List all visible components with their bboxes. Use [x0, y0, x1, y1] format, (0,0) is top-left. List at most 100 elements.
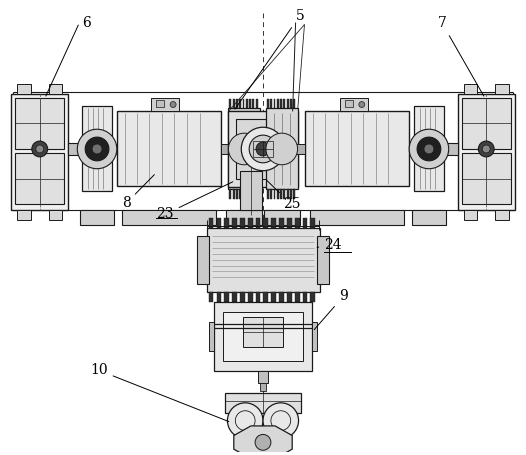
Bar: [277, 189, 279, 199]
Bar: [224, 292, 229, 302]
Bar: [412, 210, 446, 225]
Bar: [229, 189, 231, 199]
Bar: [279, 218, 284, 228]
Circle shape: [228, 133, 260, 165]
Bar: [310, 218, 315, 228]
Bar: [227, 210, 262, 225]
Circle shape: [32, 141, 48, 157]
Bar: [294, 99, 295, 108]
Bar: [270, 189, 272, 199]
Bar: [240, 292, 245, 302]
Circle shape: [263, 403, 299, 439]
Bar: [239, 99, 241, 108]
Bar: [228, 108, 260, 189]
Bar: [256, 99, 258, 108]
Polygon shape: [234, 426, 292, 455]
Circle shape: [36, 145, 44, 153]
Bar: [242, 189, 245, 199]
Bar: [11, 94, 68, 210]
Text: 9: 9: [314, 289, 348, 329]
Bar: [317, 236, 329, 284]
Bar: [290, 189, 292, 199]
Bar: [252, 99, 254, 108]
Bar: [287, 189, 289, 199]
Bar: [270, 99, 272, 108]
Circle shape: [409, 129, 449, 169]
Bar: [249, 189, 251, 199]
Bar: [264, 292, 268, 302]
Circle shape: [478, 141, 494, 157]
Bar: [264, 218, 268, 228]
Bar: [287, 99, 289, 108]
Bar: [310, 292, 315, 302]
Bar: [239, 189, 241, 199]
Bar: [264, 210, 299, 225]
Bar: [310, 210, 404, 225]
Bar: [277, 99, 279, 108]
Bar: [246, 189, 248, 199]
Bar: [271, 292, 276, 302]
Bar: [224, 312, 302, 361]
Bar: [446, 143, 458, 155]
Bar: [461, 98, 511, 149]
Bar: [107, 144, 117, 154]
Bar: [217, 292, 221, 302]
Bar: [240, 171, 262, 210]
Bar: [232, 99, 235, 108]
Bar: [209, 292, 214, 302]
Bar: [258, 371, 268, 383]
Bar: [463, 84, 478, 94]
Circle shape: [482, 145, 490, 153]
Bar: [414, 106, 444, 192]
Bar: [463, 210, 478, 220]
Bar: [295, 218, 299, 228]
Bar: [122, 210, 216, 225]
Circle shape: [359, 101, 365, 107]
Bar: [345, 100, 353, 107]
Bar: [253, 141, 273, 157]
Bar: [340, 98, 368, 111]
Bar: [294, 189, 295, 199]
Circle shape: [170, 101, 176, 107]
Bar: [80, 210, 114, 225]
Text: 6: 6: [46, 16, 91, 96]
Bar: [242, 99, 245, 108]
Bar: [82, 106, 112, 192]
Bar: [461, 153, 511, 204]
Bar: [246, 99, 248, 108]
Bar: [495, 84, 509, 94]
Text: 25: 25: [267, 181, 300, 212]
Bar: [236, 189, 238, 199]
Bar: [256, 292, 260, 302]
Circle shape: [266, 133, 298, 165]
Circle shape: [227, 403, 263, 439]
Circle shape: [92, 144, 102, 154]
Bar: [266, 108, 298, 189]
Bar: [302, 292, 307, 302]
Bar: [279, 292, 284, 302]
Bar: [274, 189, 275, 199]
Text: 7: 7: [438, 16, 484, 96]
Circle shape: [256, 142, 270, 156]
Circle shape: [417, 137, 441, 161]
Bar: [458, 94, 515, 210]
Bar: [17, 210, 31, 220]
Bar: [280, 189, 282, 199]
Bar: [287, 218, 292, 228]
Bar: [226, 393, 300, 413]
Bar: [151, 98, 179, 111]
Bar: [217, 218, 221, 228]
Bar: [207, 228, 320, 292]
Bar: [296, 144, 306, 154]
Bar: [232, 218, 237, 228]
Bar: [236, 99, 238, 108]
Bar: [409, 144, 419, 154]
Bar: [240, 218, 245, 228]
Circle shape: [424, 144, 434, 154]
Bar: [220, 144, 230, 154]
Circle shape: [85, 137, 109, 161]
Bar: [17, 84, 31, 94]
Bar: [232, 292, 237, 302]
Circle shape: [241, 127, 285, 171]
Bar: [284, 99, 285, 108]
